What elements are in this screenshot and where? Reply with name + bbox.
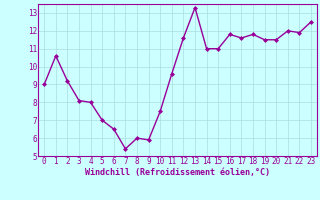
X-axis label: Windchill (Refroidissement éolien,°C): Windchill (Refroidissement éolien,°C) bbox=[85, 168, 270, 177]
